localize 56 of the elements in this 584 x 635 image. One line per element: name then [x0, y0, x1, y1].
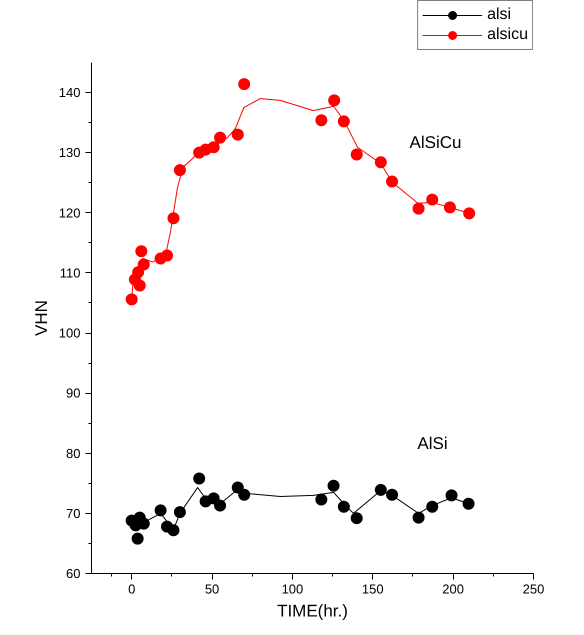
- y-tick-label: 120: [58, 205, 81, 220]
- point: [238, 488, 250, 501]
- point: [126, 293, 138, 306]
- point: [412, 202, 425, 215]
- point: [174, 164, 186, 176]
- x-tick-label: 250: [522, 582, 544, 596]
- point: [132, 532, 144, 545]
- y-tick-label: 140: [58, 85, 81, 100]
- point: [238, 78, 250, 90]
- point: [315, 494, 328, 506]
- point: [374, 156, 387, 168]
- point: [338, 500, 350, 513]
- point: [463, 207, 476, 220]
- point: [426, 194, 438, 206]
- x-tick-label: 100: [282, 582, 304, 596]
- point: [134, 280, 146, 292]
- y-tick-label: 100: [58, 326, 81, 341]
- point: [462, 498, 475, 510]
- legend-label: alsi: [487, 6, 512, 24]
- point: [214, 132, 226, 144]
- point: [350, 512, 363, 524]
- x-tick-label: 50: [204, 582, 220, 596]
- y-tick-label: 80: [66, 446, 81, 461]
- point: [232, 128, 244, 141]
- point: [412, 512, 425, 524]
- x-tick-label: 200: [442, 582, 464, 596]
- point: [135, 245, 148, 258]
- point: [315, 114, 328, 126]
- annotation: AlSi: [417, 434, 448, 453]
- y-tick-label: 90: [66, 386, 81, 401]
- point: [446, 489, 458, 502]
- point: [386, 176, 398, 188]
- legend-label: alsicu: [487, 26, 528, 44]
- point: [154, 504, 167, 516]
- point: [214, 500, 226, 512]
- point: [193, 472, 206, 485]
- point: [328, 480, 340, 492]
- x-tick-label: 0: [128, 582, 136, 596]
- y-tick-label: 110: [60, 265, 81, 280]
- x-tick-label: 150: [362, 582, 384, 596]
- point: [328, 94, 340, 106]
- point: [350, 148, 363, 160]
- y-axis-title: VHN: [32, 300, 51, 336]
- point: [167, 212, 180, 224]
- point: [174, 506, 186, 518]
- point: [161, 249, 174, 262]
- point: [338, 115, 350, 128]
- point: [444, 201, 456, 214]
- y-tick-label: 60: [66, 566, 81, 581]
- point: [208, 141, 220, 154]
- point: [167, 524, 180, 536]
- y-tick-label: 70: [66, 506, 81, 521]
- y-tick-label: 130: [58, 145, 81, 160]
- x-axis-title: TIME(hr.): [277, 602, 348, 620]
- point: [374, 484, 387, 496]
- annotation: AlSiCu: [410, 133, 462, 152]
